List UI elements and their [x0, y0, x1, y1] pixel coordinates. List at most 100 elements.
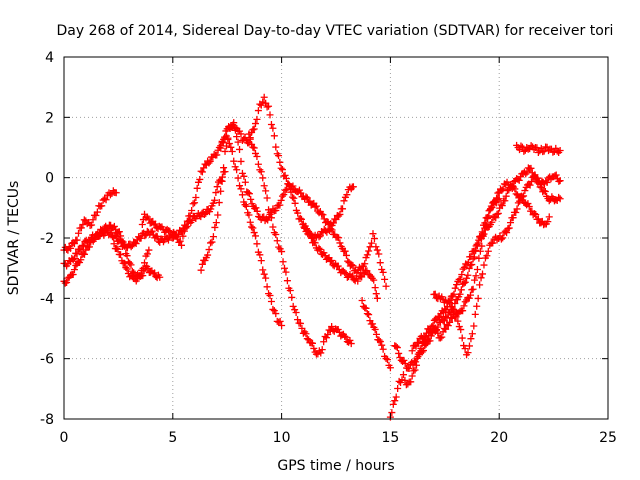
data-point	[315, 233, 323, 241]
data-point	[512, 208, 520, 216]
data-point	[138, 221, 146, 229]
data-point	[238, 191, 246, 199]
data-point	[378, 341, 386, 349]
data-point	[389, 400, 397, 408]
y-tick-label: -8	[40, 412, 54, 428]
data-point	[267, 298, 275, 306]
data-point	[438, 333, 446, 341]
data-point	[372, 243, 380, 251]
data-point	[349, 262, 357, 270]
data-point	[246, 218, 254, 226]
data-point	[85, 243, 93, 251]
data-point	[207, 239, 215, 247]
data-point	[281, 186, 289, 194]
data-point	[259, 266, 267, 274]
data-point	[401, 360, 409, 368]
data-point	[379, 268, 387, 276]
data-point	[376, 338, 384, 346]
data-point	[276, 317, 284, 325]
data-point	[218, 177, 226, 185]
data-point	[494, 189, 502, 197]
data-point	[236, 182, 244, 190]
data-point	[267, 120, 275, 128]
data-point	[259, 174, 267, 182]
data-point	[322, 334, 330, 342]
data-point	[531, 173, 539, 181]
data-point	[141, 259, 149, 267]
data-point	[514, 199, 522, 207]
data-point	[233, 166, 241, 174]
data-point	[230, 119, 238, 127]
data-point	[127, 243, 135, 251]
data-point	[493, 236, 501, 244]
data-point	[494, 209, 502, 217]
data-point	[507, 219, 515, 227]
data-point	[413, 361, 421, 369]
x-tick-label: 15	[381, 430, 399, 446]
y-tick-label: -6	[40, 352, 54, 368]
data-point	[257, 257, 265, 265]
data-point	[408, 347, 416, 355]
chart-title: Day 268 of 2014, Sidereal Day-to-day VTE…	[57, 23, 614, 39]
y-tick-label: -4	[40, 291, 54, 307]
data-point	[93, 208, 101, 216]
data-point	[209, 199, 217, 207]
data-point	[501, 197, 509, 205]
data-point	[277, 164, 285, 172]
data-point	[434, 329, 442, 337]
data-point	[427, 332, 435, 340]
data-point	[375, 250, 383, 258]
x-axis-label: GPS time / hours	[277, 458, 394, 474]
data-point	[247, 195, 255, 203]
data-point	[89, 216, 97, 224]
data-point	[335, 234, 343, 242]
data-point	[260, 93, 268, 101]
data-point	[135, 272, 143, 280]
data-point	[311, 239, 319, 247]
data-point	[269, 223, 277, 231]
data-point	[465, 342, 473, 350]
data-point	[180, 227, 188, 235]
data-point	[77, 224, 85, 232]
data-point	[526, 181, 534, 189]
data-point	[73, 250, 81, 258]
data-point	[348, 261, 356, 269]
data-point	[483, 252, 491, 260]
data-point	[231, 124, 239, 132]
data-point	[381, 275, 389, 283]
data-point	[283, 185, 291, 193]
data-point	[415, 339, 423, 347]
data-point	[205, 159, 213, 167]
data-point	[139, 264, 147, 272]
data-point	[221, 147, 229, 155]
data-point	[296, 319, 304, 327]
data-point	[253, 115, 261, 123]
data-point	[502, 192, 510, 200]
data-point	[518, 193, 526, 201]
data-point	[317, 349, 325, 357]
data-point	[282, 174, 290, 182]
y-tick-label: -2	[40, 231, 54, 247]
data-point	[281, 264, 289, 272]
data-point	[365, 247, 373, 255]
data-point	[252, 204, 260, 212]
data-point	[278, 321, 286, 329]
data-point	[221, 168, 229, 176]
x-tick-label: 10	[273, 430, 291, 446]
data-point	[541, 188, 549, 196]
data-point	[102, 196, 110, 204]
data-point	[476, 281, 484, 289]
data-point	[188, 216, 196, 224]
data-point	[474, 294, 482, 302]
series-track-4	[110, 240, 153, 285]
data-point	[421, 342, 429, 350]
data-point	[292, 309, 300, 317]
data-point	[467, 335, 475, 343]
data-point	[419, 347, 427, 355]
data-point	[555, 177, 563, 185]
data-point	[382, 282, 390, 290]
data-point	[517, 142, 525, 150]
data-point	[117, 251, 125, 259]
data-point	[520, 192, 528, 200]
data-point	[392, 393, 400, 401]
